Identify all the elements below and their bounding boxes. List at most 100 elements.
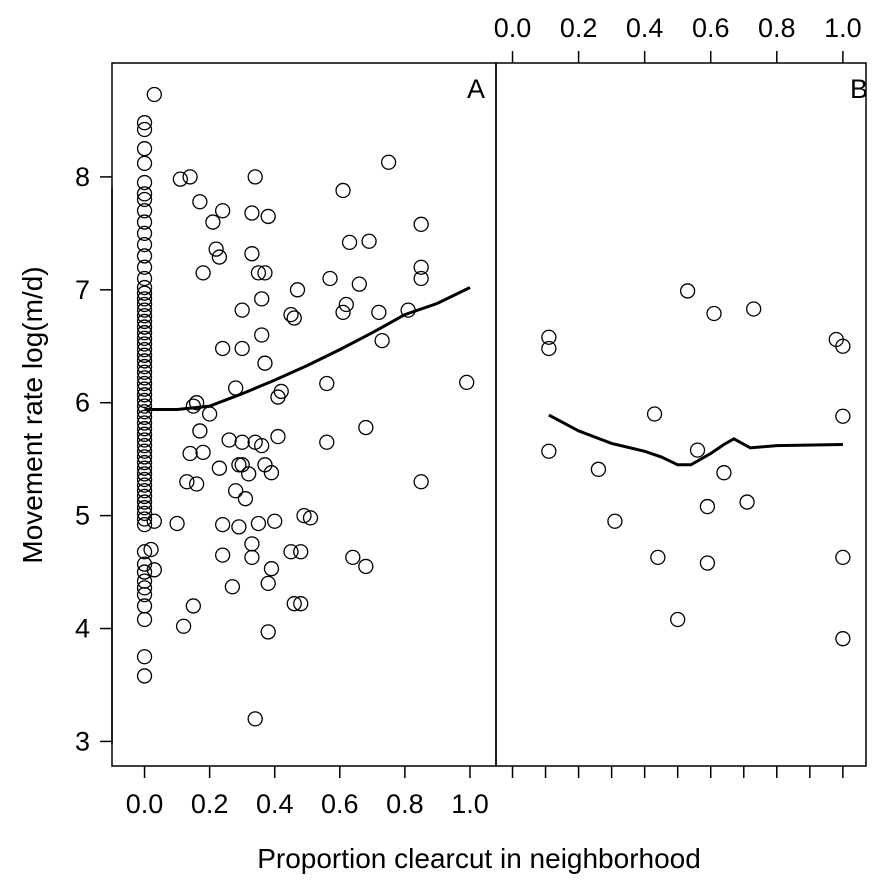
data-point [136, 358, 153, 375]
data-point [541, 340, 557, 357]
data-point [361, 233, 377, 249]
data-point [699, 498, 716, 515]
panel-a-trend-line [144, 286, 471, 411]
data-point [263, 465, 280, 481]
data-point [267, 513, 283, 529]
data-point [835, 338, 851, 354]
panel-a-frame [111, 62, 497, 767]
data-point [136, 488, 153, 505]
panel-b-points [541, 283, 851, 647]
data-point [231, 519, 247, 535]
data-point [136, 191, 153, 208]
data-point [136, 308, 153, 324]
data-point [646, 406, 663, 422]
data-point [185, 598, 202, 614]
panel-a-x-tick-label: 0.2 [191, 789, 229, 819]
data-point [260, 624, 276, 640]
data-point [211, 249, 228, 265]
data-point [283, 306, 299, 323]
panel-a-x-tick-label: 0.0 [126, 789, 164, 819]
panel-b-x-tick-label: 0.0 [494, 13, 532, 43]
data-point [195, 265, 211, 281]
panel-b-x-tick-label: 0.6 [692, 13, 730, 43]
y-tick-label: 3 [75, 726, 90, 756]
data-point [136, 302, 153, 318]
panel-a: A 0.0 0.2 0.4 0.6 0.8 1.0 [111, 62, 497, 819]
data-point [146, 562, 162, 578]
data-point [224, 579, 241, 595]
data-point [319, 375, 335, 392]
data-point [341, 234, 358, 251]
data-point [179, 474, 195, 490]
data-point [136, 319, 153, 335]
data-point [146, 86, 162, 103]
data-point [205, 214, 221, 230]
data-point [195, 444, 211, 461]
data-point [136, 415, 153, 431]
data-point [136, 259, 153, 275]
data-point [136, 370, 153, 386]
data-point [338, 296, 354, 313]
data-point [136, 336, 153, 352]
y-axis: 3 4 5 6 7 8 Movement rate log(m/d) [17, 162, 113, 756]
data-point [706, 305, 722, 322]
y-axis-title: Movement rate log(m/d) [17, 266, 48, 563]
data-point [136, 353, 153, 369]
data-point [302, 510, 319, 526]
panel-b-x-tick-label: 1.0 [824, 13, 862, 43]
data-point [237, 491, 254, 507]
data-point [345, 549, 361, 566]
data-point [136, 285, 153, 301]
data-point [250, 515, 267, 532]
data-point [254, 327, 270, 343]
data-point [260, 208, 276, 225]
data-point [835, 631, 851, 647]
data-point [136, 432, 153, 448]
data-point [182, 445, 198, 462]
data-point [136, 364, 153, 380]
data-point [374, 332, 390, 349]
data-point [136, 580, 153, 596]
y-tick-label: 4 [75, 614, 90, 644]
data-point [188, 395, 205, 411]
data-point [234, 340, 250, 357]
panel-b-x-tick-label: 0.2 [560, 13, 598, 43]
data-point [260, 575, 276, 592]
panel-b-x-tick-label: 0.8 [758, 13, 796, 43]
x-axis-title: Proportion clearcut in neighborhood [257, 843, 701, 874]
data-point [234, 457, 250, 473]
data-point [136, 471, 153, 488]
data-point [136, 449, 153, 465]
data-point [136, 214, 153, 230]
data-point [136, 443, 153, 459]
data-point [136, 248, 153, 264]
data-point [188, 476, 205, 492]
data-point [231, 457, 247, 473]
data-point [257, 265, 273, 281]
data-point [175, 618, 192, 634]
data-point [136, 454, 153, 471]
data-point [283, 544, 299, 560]
panel-a-x-ticks: 0.0 0.2 0.4 0.6 0.8 1.0 [126, 766, 489, 819]
data-point [172, 171, 188, 187]
data-point [699, 555, 716, 571]
data-point [835, 408, 851, 424]
data-point [136, 505, 153, 522]
data-point [192, 423, 208, 439]
data-point [136, 437, 153, 454]
data-point [136, 398, 153, 414]
data-point [136, 460, 153, 476]
data-point [136, 426, 153, 442]
data-point [351, 276, 367, 292]
data-point [413, 259, 429, 275]
data-point [254, 291, 270, 307]
y-tick-label: 8 [75, 162, 90, 192]
data-point [136, 236, 153, 253]
data-point [650, 549, 666, 566]
y-tick-label: 5 [75, 501, 90, 531]
panel-a-x-tick-label: 0.6 [321, 789, 359, 819]
y-ticks: 3 4 5 6 7 8 [75, 162, 112, 756]
data-point [244, 246, 260, 262]
data-point [136, 556, 153, 572]
data-point [136, 121, 153, 138]
